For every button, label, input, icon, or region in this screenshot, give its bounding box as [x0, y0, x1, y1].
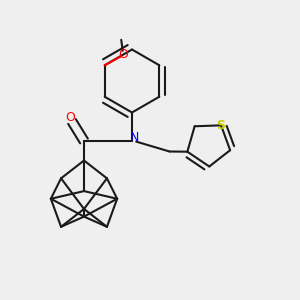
Text: S: S — [217, 119, 226, 132]
Text: N: N — [130, 131, 139, 144]
Text: O: O — [118, 48, 128, 61]
Text: O: O — [66, 111, 75, 124]
